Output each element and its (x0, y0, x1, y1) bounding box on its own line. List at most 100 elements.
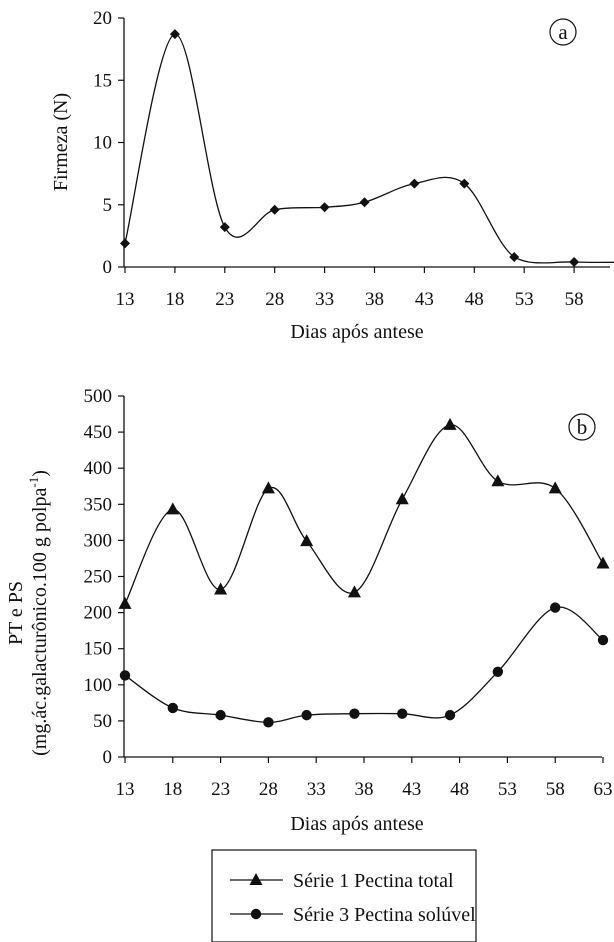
chart-b-series-1-point (395, 492, 409, 505)
chart-b-y-axis-title-end: ) (29, 470, 51, 477)
chart-a-y-axis-title: Firmeza (N) (50, 93, 72, 191)
chart-a-axes (123, 18, 610, 268)
chart-a-series-1-point (509, 252, 520, 263)
chart-b-y-tick-label: 150 (84, 639, 113, 660)
legend-label-series-1: Série 1 Pectina total (293, 870, 454, 892)
legend-box (211, 849, 477, 942)
chart-a-y-tick-label: 10 (93, 133, 112, 154)
chart-b-y-tick-label: 400 (84, 458, 113, 479)
chart-b-y-tick-label: 450 (84, 422, 113, 443)
chart-b-y-tick-label: 300 (84, 530, 113, 551)
chart-b-y-tick-label: 350 (84, 494, 113, 515)
chart-b-series-2-point (597, 634, 609, 646)
chart-b-series-2-point (349, 708, 360, 719)
chart-panel-a: 051015201318232833384348535863 Dias após… (50, 8, 614, 343)
chart-b-series-1-line (124, 424, 604, 605)
chart-b-series-1-point (548, 481, 562, 494)
chart-a-ticks: 051015201318232833384348535863 (93, 8, 584, 310)
chart-b-series-1-point (300, 534, 314, 547)
chart-b-y-tick-label: 250 (84, 567, 113, 588)
chart-b-x-tick-label: 53 (498, 779, 517, 800)
chart-b-series-1-point (166, 502, 180, 515)
chart-b-series-1-point (347, 585, 361, 598)
chart-a-series-1-point (569, 257, 580, 268)
chart-a-y-tick-label: 15 (93, 70, 112, 91)
chart-b-series-2-point (397, 708, 408, 719)
chart-b-y-axis-title-main: (mg.ác.galacturônico.100 g polpa (29, 488, 51, 756)
chart-a-series-1-point (169, 29, 180, 40)
chart-b-series-2-point (119, 670, 131, 681)
legend-items: Série 1 Pectina total Série 3 Pectina sol… (230, 870, 476, 926)
chart-a-series-1-point (459, 178, 470, 189)
legend-marker-series-1 (249, 873, 263, 885)
chart-b-axes (123, 396, 602, 758)
chart-b-series-1-point (214, 582, 228, 595)
chart-b-series-2-point (492, 666, 504, 678)
chart-a-x-tick-label: 33 (315, 289, 334, 310)
legend-label-series-2: Série 3 Pectina solúvel (293, 904, 476, 926)
chart-b-series (118, 417, 610, 728)
chart-a-y-tick-label: 5 (103, 195, 113, 216)
chart-a-series-1-point (120, 238, 130, 249)
chart-a-x-tick-label: 43 (415, 289, 434, 310)
chart-b-x-tick-label: 23 (211, 779, 230, 800)
chart-b-series-2-line (124, 606, 604, 723)
chart-b-x-tick-label: 13 (116, 779, 135, 800)
chart-b-x-axis-title: Dias após antese (290, 813, 423, 835)
chart-b-y-tick-label: 0 (103, 747, 113, 768)
chart-b-series-1-point (443, 417, 457, 430)
chart-a-x-tick-label: 28 (265, 289, 284, 310)
chart-b-series-1-point (261, 481, 275, 494)
chart-a-x-tick-label: 18 (165, 289, 184, 310)
chart-b-x-tick-label: 38 (355, 779, 374, 800)
chart-b-series-2-point (263, 717, 274, 728)
chart-b-series-2-point (301, 709, 312, 721)
chart-b-y-axis-title-line1: PT e PS (5, 581, 27, 645)
chart-panel-b: 0 50 100 150 200 250 300 350 400 450 500 13 18 23 28 33… (5, 386, 613, 942)
chart-b-y-axis-title-line2: (mg.ác.galacturônico.100 g polpa-1) (26, 470, 51, 756)
chart-a-panel-letter-circle (549, 18, 577, 46)
chart-a-x-axis-title: Dias após antese (290, 321, 423, 343)
chart-b-panel-letter: b (577, 415, 588, 439)
chart-b-x-tick-label: 58 (546, 779, 565, 800)
chart-b-y-axis-title: PT e PS (mg.ác.galacturônico.100 g polpa… (5, 470, 51, 756)
chart-b-series-2-point (167, 702, 178, 714)
chart-a-x-tick-label: 13 (116, 289, 135, 310)
chart-b-x-tick-label: 28 (259, 779, 278, 800)
chart-a-series-1-point (269, 204, 280, 215)
chart-b-y-axis-title-superscript: -1 (26, 477, 41, 488)
chart-a-x-tick-label: 23 (215, 289, 234, 310)
chart-b-legend: Série 1 Pectina total Série 3 Pectina sol… (211, 849, 477, 942)
chart-a-series-1-point (319, 202, 330, 213)
chart-a-x-tick-label: 53 (515, 289, 534, 310)
chart-b-series-1-point (596, 556, 610, 569)
chart-a-y-tick-label: 0 (103, 257, 113, 278)
chart-b-series-1-point (118, 596, 132, 609)
chart-b-panel-letter-circle (568, 413, 596, 441)
chart-b-series-2-point (444, 709, 456, 721)
chart-b-y-tick-label: 200 (84, 603, 113, 624)
chart-a-x-tick-label: 58 (565, 289, 584, 310)
chart-a-series (120, 29, 614, 268)
chart-b-y-tick-label: 500 (84, 386, 113, 407)
chart-b-ticks: 0 50 100 150 200 250 300 350 400 450 500 13 18 23 28 33… (84, 386, 613, 800)
chart-b-series-2-point (215, 709, 226, 721)
chart-b-series-1-point (491, 474, 505, 487)
chart-a-panel-letter: a (558, 20, 568, 44)
chart-b-x-tick-label: 48 (450, 779, 469, 800)
chart-a-series-1-point (359, 197, 370, 208)
chart-a-series-1-point (219, 222, 230, 233)
chart-a-x-tick-label: 38 (365, 289, 384, 310)
chart-b-y-tick-label: 50 (93, 711, 112, 732)
chart-b-y-tick-label: 100 (84, 675, 113, 696)
chart-a-series-1-line (124, 33, 614, 264)
chart-b-x-tick-label: 43 (402, 779, 421, 800)
chart-b-x-tick-label: 63 (594, 779, 613, 800)
chart-a-series-1-point (409, 178, 420, 189)
chart-b-x-tick-label: 33 (307, 779, 326, 800)
chart-a-y-tick-label: 20 (93, 8, 112, 29)
chart-b-x-tick-label: 18 (163, 779, 182, 800)
chart-a-x-tick-label: 48 (465, 289, 484, 310)
legend-marker-series-2 (250, 908, 262, 920)
